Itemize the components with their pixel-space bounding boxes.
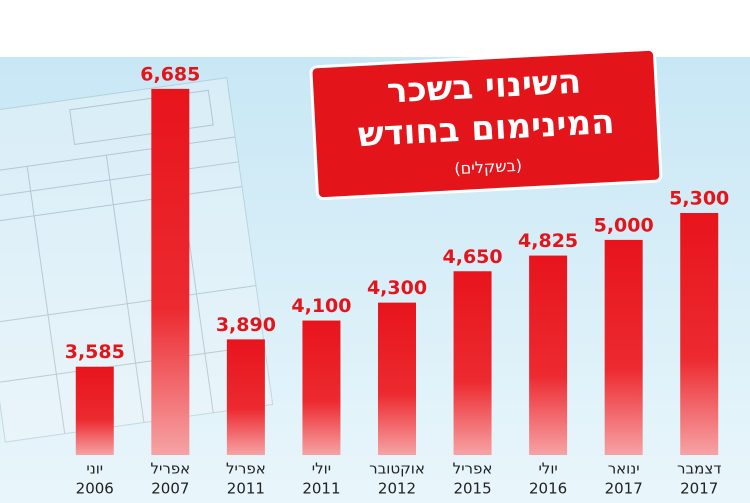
- value-label: 5,300: [669, 188, 729, 210]
- bar: [680, 213, 719, 455]
- x-tick-label: אפריל: [150, 460, 190, 478]
- value-label: 6,685: [140, 63, 200, 85]
- value-label: 4,300: [367, 277, 427, 299]
- bar: [151, 88, 190, 455]
- x-tick-label: 2017: [680, 480, 718, 498]
- value-label: 3,890: [216, 314, 276, 336]
- value-label: 4,825: [518, 230, 578, 252]
- x-tick-label: אוקטובר: [369, 460, 425, 478]
- x-tick-label: 2006: [76, 480, 114, 498]
- value-label: 3,585: [65, 341, 125, 363]
- value-label: 4,650: [443, 246, 503, 268]
- title-sign: השינוי בשכר המינימום בחודש (בשקלים): [309, 47, 663, 201]
- bar: [604, 239, 643, 455]
- bar: [75, 366, 114, 455]
- title-box: [309, 47, 663, 201]
- x-tick-label: 2017: [605, 480, 643, 498]
- x-tick-label: אפריל: [453, 460, 493, 478]
- bar: [226, 339, 265, 455]
- bar: [453, 271, 492, 455]
- x-tick-label: 2016: [529, 480, 567, 498]
- chart-subtitle: (בשקלים): [454, 156, 523, 179]
- x-tick-label: 2007: [151, 480, 189, 498]
- x-tick-label: אפריל: [226, 460, 266, 478]
- value-label: 4,100: [291, 295, 351, 317]
- value-label: 5,000: [594, 214, 654, 236]
- x-tick-label: יולי: [312, 460, 331, 478]
- x-tick-label: 2015: [453, 480, 491, 498]
- bar: [302, 320, 341, 455]
- x-tick-label: יולי: [538, 460, 557, 478]
- x-tick-label: 2011: [227, 480, 265, 498]
- x-tick-label: יוני: [86, 460, 103, 478]
- x-tick-label: ינואר: [608, 460, 640, 478]
- x-tick-label: 2011: [302, 480, 340, 498]
- bar: [529, 255, 568, 455]
- payslip-image: [0, 77, 274, 443]
- top-band: [0, 0, 750, 57]
- x-tick-label: 2012: [378, 480, 416, 498]
- x-tick-label: דצמבר: [677, 460, 721, 478]
- bar: [378, 302, 416, 455]
